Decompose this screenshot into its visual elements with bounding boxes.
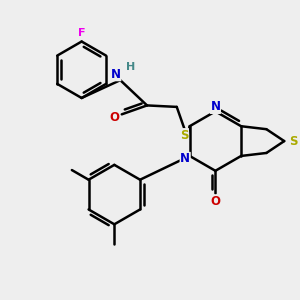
Text: O: O	[210, 195, 220, 208]
Text: S: S	[289, 135, 297, 148]
Text: N: N	[210, 100, 220, 113]
Text: F: F	[78, 28, 85, 38]
Text: O: O	[109, 111, 119, 124]
Text: N: N	[180, 152, 190, 165]
Text: S: S	[180, 129, 188, 142]
Text: N: N	[111, 68, 121, 81]
Text: H: H	[126, 62, 135, 72]
